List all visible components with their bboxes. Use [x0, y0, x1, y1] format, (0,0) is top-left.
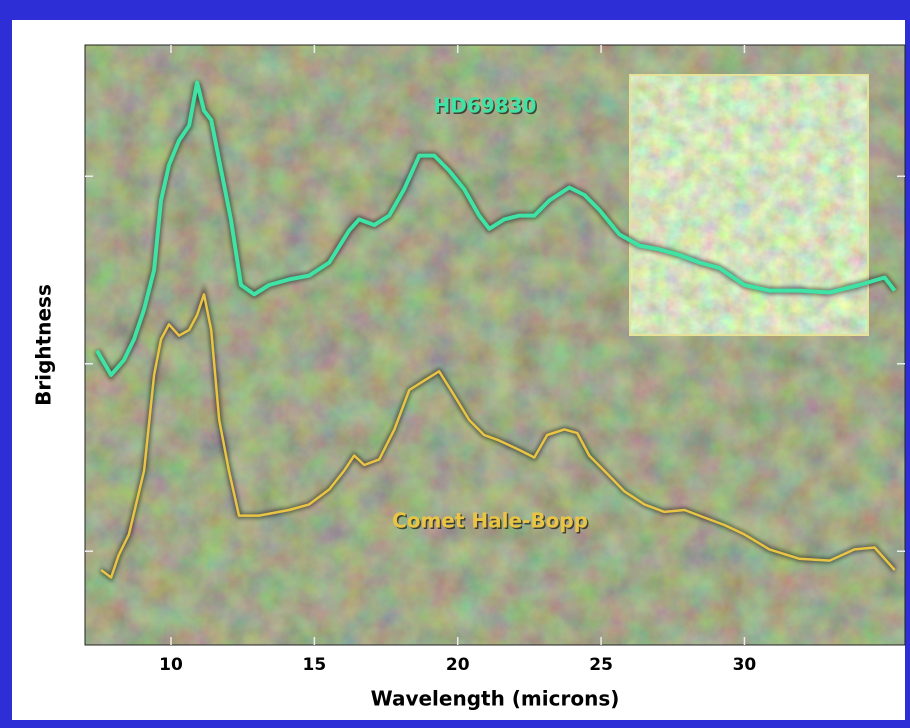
- line: [95, 80, 897, 377]
- line: [100, 293, 896, 579]
- x-tick-label: 15: [303, 655, 327, 675]
- x-axis-label: Wavelength (microns): [371, 687, 620, 711]
- series-label-shadow: HD69830: [435, 95, 538, 119]
- inset-image: [630, 75, 868, 335]
- x-tick-label: 25: [589, 655, 613, 675]
- x-tick-label: 30: [733, 655, 757, 675]
- inset-frame: [629, 74, 869, 336]
- series-label-shadow: Comet Hale-Bopp: [394, 510, 590, 534]
- y-axis-label: Brightness: [32, 284, 56, 406]
- series-label: HD69830: [434, 94, 537, 118]
- x-tick-label: 20: [446, 655, 470, 675]
- series-label: Comet Hale-Bopp: [392, 509, 588, 533]
- x-tick-label: 10: [159, 655, 183, 675]
- plot-frame: [84, 44, 906, 646]
